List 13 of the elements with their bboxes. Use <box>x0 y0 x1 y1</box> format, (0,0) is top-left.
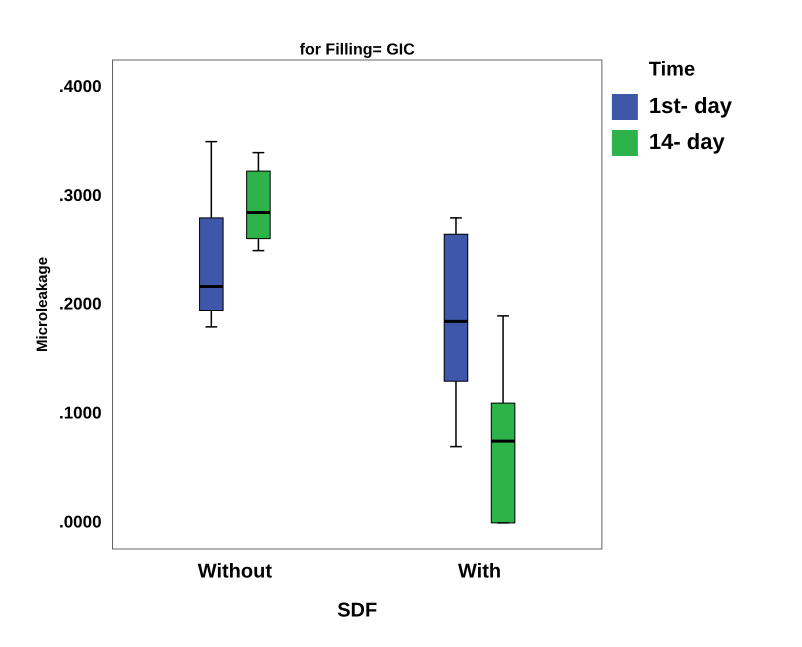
y-tick-label: .4000 <box>58 76 102 96</box>
y-tick-label: .3000 <box>58 186 102 205</box>
legend-title: Time <box>648 58 696 81</box>
y-tick-label: .2000 <box>58 294 102 314</box>
y-axis-title: Microleakage <box>34 256 52 352</box>
y-tick-label: .0000 <box>58 512 102 532</box>
x-tick-label: With <box>458 560 502 583</box>
x-tick-label: Without <box>198 560 272 583</box>
legend-label: 1st- day <box>648 93 733 118</box>
legend-label: 14- day <box>648 129 726 154</box>
y-tick-label: .1000 <box>58 404 102 423</box>
chart-title: for Filling= GIC <box>300 41 416 58</box>
x-axis-title: SDF <box>337 600 378 622</box>
